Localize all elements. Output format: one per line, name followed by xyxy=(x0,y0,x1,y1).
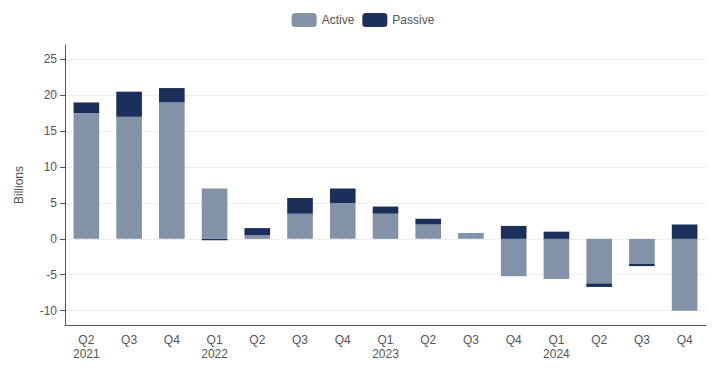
svg-text:Q3: Q3 xyxy=(634,333,650,347)
svg-text:Q1: Q1 xyxy=(548,333,564,347)
svg-text:Q3: Q3 xyxy=(292,333,308,347)
svg-text:2021: 2021 xyxy=(73,347,100,361)
svg-text:2023: 2023 xyxy=(372,347,399,361)
svg-text:2024: 2024 xyxy=(543,347,570,361)
svg-text:Passive: Passive xyxy=(392,13,434,27)
svg-text:Q4: Q4 xyxy=(335,333,351,347)
svg-text:-5: -5 xyxy=(46,268,57,282)
svg-text:Billions: Billions xyxy=(12,166,26,204)
svg-text:Q2: Q2 xyxy=(78,333,94,347)
svg-text:-10: -10 xyxy=(40,304,58,318)
svg-text:Q3: Q3 xyxy=(121,333,137,347)
svg-text:Q4: Q4 xyxy=(677,333,693,347)
svg-text:Q2: Q2 xyxy=(420,333,436,347)
svg-text:Q1: Q1 xyxy=(377,333,393,347)
svg-text:0: 0 xyxy=(50,232,57,246)
svg-text:25: 25 xyxy=(44,52,58,66)
svg-text:Q2: Q2 xyxy=(249,333,265,347)
svg-text:Q4: Q4 xyxy=(164,333,180,347)
svg-text:Q1: Q1 xyxy=(207,333,223,347)
svg-text:10: 10 xyxy=(44,160,58,174)
svg-text:Q3: Q3 xyxy=(463,333,479,347)
svg-text:Q4: Q4 xyxy=(506,333,522,347)
svg-text:Active: Active xyxy=(322,13,355,27)
svg-text:15: 15 xyxy=(44,124,58,138)
svg-text:5: 5 xyxy=(50,196,57,210)
svg-text:20: 20 xyxy=(44,88,58,102)
svg-text:Q2: Q2 xyxy=(591,333,607,347)
svg-text:2022: 2022 xyxy=(201,347,228,361)
